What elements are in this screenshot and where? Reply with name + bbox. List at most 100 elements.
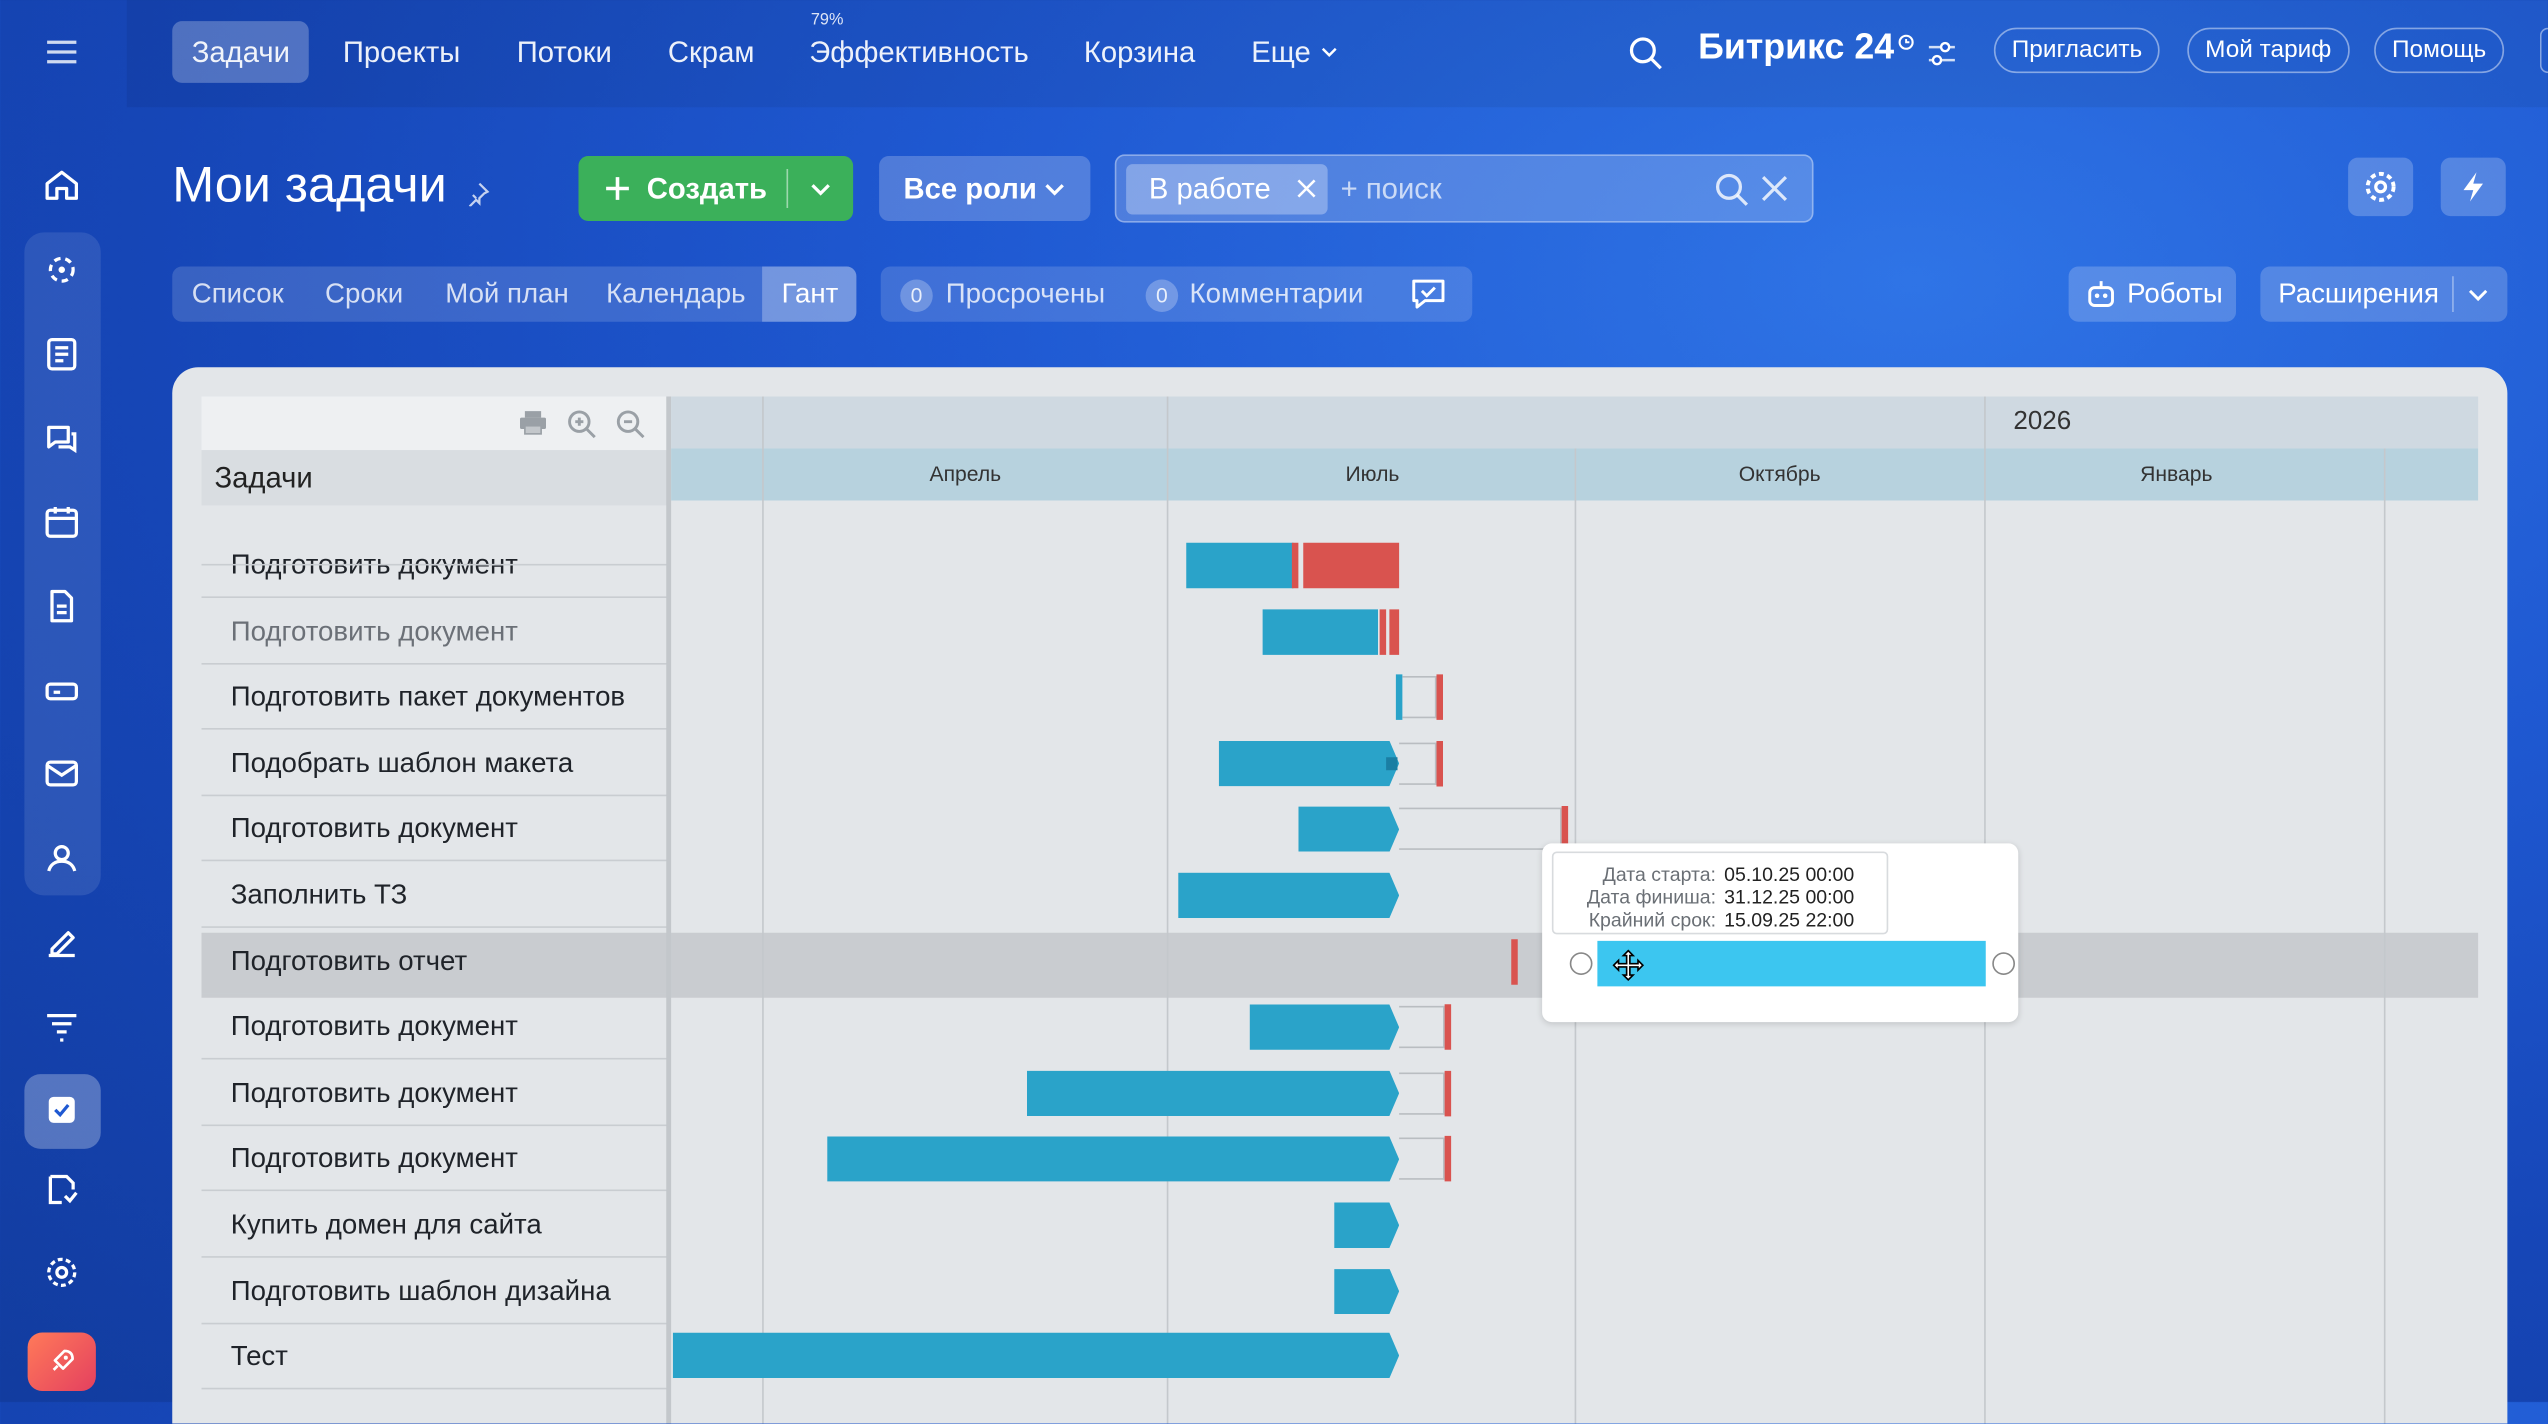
comments-filter[interactable]: Комментарии (1189, 277, 1364, 309)
chevron-down-icon[interactable] (2467, 283, 2490, 306)
task-bar[interactable] (827, 1137, 1399, 1183)
nav-flows[interactable]: Потоки (516, 35, 612, 69)
create-separator (786, 169, 789, 208)
task-row[interactable]: Тест (201, 1325, 670, 1390)
sliders-icon[interactable] (1927, 41, 1956, 67)
chevron-down-icon[interactable] (808, 176, 834, 202)
task-bar[interactable] (1395, 674, 1403, 721)
column-splitter[interactable] (666, 396, 672, 1424)
remaining-outline (1399, 1138, 1445, 1181)
settings-icon[interactable] (39, 1250, 85, 1296)
roles-dropdown[interactable]: Все роли (879, 156, 1091, 221)
start-resize-handle[interactable] (1569, 952, 1593, 975)
roles-label: Все роли (903, 172, 1037, 205)
automation-icon[interactable] (39, 1003, 85, 1049)
rocket-icon[interactable] (27, 1332, 96, 1391)
deadline-marker (1444, 1004, 1452, 1051)
close-icon[interactable] (1295, 177, 1318, 200)
task-row[interactable]: Заполнить ТЗ (201, 863, 670, 928)
task-bar[interactable] (1178, 873, 1399, 919)
tasks-icon[interactable] (39, 1087, 85, 1133)
task-row[interactable]: Подобрать шаблон макета (201, 731, 670, 796)
tooltip-deadline-row: Крайний срок: 15.09.25 22:00 (1554, 908, 1887, 932)
create-button[interactable]: Создать (578, 156, 854, 221)
overdue-bar[interactable] (1379, 608, 1387, 655)
selected-task-bar[interactable] (1597, 940, 1986, 987)
task-bar[interactable] (673, 1333, 1399, 1379)
task-row[interactable]: Подготовить документ (201, 995, 670, 1060)
tab-my-plan[interactable]: Мой план (445, 277, 569, 309)
search-input[interactable]: + поиск (1340, 172, 1442, 205)
tab-calendar[interactable]: Календарь (606, 277, 746, 309)
overdue-bar[interactable] (1303, 542, 1400, 589)
task-row[interactable]: Подготовить документ (201, 1061, 670, 1126)
settings-button[interactable] (2348, 157, 2414, 217)
brand-logo[interactable]: Битрикс 24 (1698, 26, 1894, 68)
search-icon[interactable] (1714, 172, 1750, 208)
home-icon[interactable] (39, 163, 85, 209)
overdue-filter[interactable]: Просрочены (945, 277, 1106, 309)
end-resize-handle[interactable] (1992, 952, 2015, 975)
quick-action-button[interactable] (2440, 157, 2506, 217)
zoom-in-icon[interactable] (567, 410, 596, 439)
task-row[interactable]: Подготовить документ (201, 599, 670, 664)
tab-deadlines[interactable]: Сроки (325, 277, 404, 309)
mail-icon[interactable] (39, 751, 85, 797)
task-bar[interactable] (1334, 1203, 1399, 1249)
drive-icon[interactable] (39, 668, 85, 714)
nav-tasks[interactable]: Задачи (172, 21, 310, 83)
move-cursor-icon (1612, 949, 1645, 982)
filter-search-box[interactable]: В работе + поиск (1114, 154, 1814, 223)
filter-chip-label: В работе (1148, 172, 1271, 205)
deadline-marker (1561, 806, 1569, 853)
task-bar[interactable] (1298, 807, 1399, 853)
employees-icon[interactable] (39, 835, 85, 881)
zoom-out-icon[interactable] (616, 410, 645, 439)
print-icon[interactable] (518, 410, 547, 436)
task-row[interactable]: Подготовить документ (201, 797, 670, 862)
feed-icon[interactable] (39, 332, 85, 378)
task-bar[interactable] (1219, 741, 1399, 787)
search-icon[interactable] (1628, 36, 1664, 72)
tab-list[interactable]: Список (191, 277, 284, 309)
overdue-bar[interactable] (1389, 608, 1400, 655)
task-bar[interactable] (1250, 1005, 1400, 1051)
task-bar[interactable] (1027, 1071, 1399, 1117)
nav-scrum[interactable]: Скрам (667, 35, 755, 69)
tariff-button[interactable]: Мой тариф (2187, 27, 2350, 74)
chat-icon[interactable] (39, 416, 85, 462)
document-icon[interactable] (39, 583, 85, 629)
task-row[interactable]: Подготовить шаблон дизайна (201, 1259, 670, 1324)
calendar-icon[interactable] (39, 499, 85, 545)
crm-icon[interactable] (39, 247, 85, 293)
clear-icon[interactable] (1760, 174, 1789, 203)
robots-button[interactable]: Роботы (2068, 266, 2236, 322)
menu-icon[interactable] (39, 29, 85, 75)
avatar-edge[interactable] (2539, 27, 2548, 74)
pin-icon[interactable] (465, 180, 491, 207)
brand-text: Битрикс 24 (1698, 26, 1895, 67)
help-button[interactable]: Помощь (2374, 27, 2505, 74)
nav-efficiency[interactable]: Эффективность (809, 35, 1029, 69)
task-bar[interactable] (1334, 1268, 1399, 1314)
sign-icon[interactable] (39, 920, 85, 966)
filter-chip[interactable]: В работе (1126, 164, 1328, 215)
task-row[interactable]: Подготовить документ (201, 1127, 670, 1192)
grid-line (2383, 448, 2386, 1424)
task-bar[interactable] (1186, 542, 1294, 589)
task-row[interactable]: Купить домен для сайта (201, 1193, 670, 1258)
task-row-spacer (201, 505, 670, 566)
invite-button[interactable]: Пригласить (1993, 27, 2161, 74)
overdue-bar[interactable] (1291, 542, 1299, 589)
task-row[interactable]: Подготовить пакет документов (201, 665, 670, 730)
sites-icon[interactable] (39, 1167, 85, 1213)
extensions-button[interactable]: Расширения (2260, 266, 2508, 322)
nav-trash[interactable]: Корзина (1083, 35, 1196, 69)
deadline-marker (1444, 1136, 1452, 1183)
nav-projects[interactable]: Проекты (342, 35, 461, 69)
task-bar[interactable] (1262, 608, 1378, 655)
read-all-icon[interactable] (1411, 278, 1447, 311)
tab-gantt[interactable]: Гант (762, 266, 857, 322)
task-row[interactable]: Подготовить отчет (201, 929, 670, 994)
nav-more[interactable]: Еще (1232, 21, 1358, 83)
